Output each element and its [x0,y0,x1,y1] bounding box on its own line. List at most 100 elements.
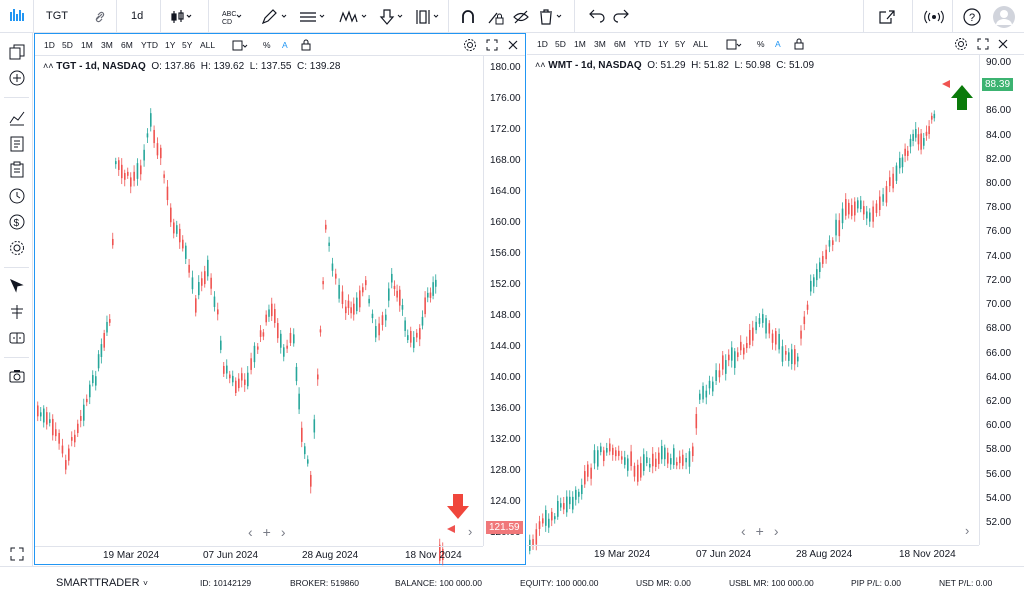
last-price-badge: 88.39 [982,78,1014,91]
templates-icon[interactable] [8,135,26,153]
timeframe-all[interactable]: ALL [693,39,709,49]
indicators-icon[interactable] [8,109,26,127]
scroll-to-realtime-icon[interactable]: › [965,523,970,538]
symbol-search[interactable]: TGT [46,10,68,22]
fullscreen-icon[interactable] [8,545,26,563]
scroll-left-icon[interactable]: ‹ [741,523,756,539]
scroll-left-icon[interactable]: ‹ [248,524,263,540]
chart-pane-tgt[interactable]: 1D 5D 1M 3M 6M YTD 1Y 5Y ALL % A ˄˄ TGT … [34,33,526,566]
add-icon[interactable] [8,69,26,87]
timeframe-5y[interactable]: 5Y [182,40,193,50]
price-axis[interactable]: 180.00 176.00 172.00 168.00 164.00 160.00 156.… [483,56,525,546]
scroll-right-icon[interactable]: › [773,523,789,539]
percent-scale-toggle[interactable]: % [263,40,271,50]
chart-navigation[interactable]: ‹+› [741,523,789,539]
price-tick-label: 72.00 [986,274,1012,286]
magnet-icon[interactable] [460,7,476,27]
compare-icon[interactable] [8,329,26,347]
hide-drawings-icon[interactable] [512,7,530,27]
date-axis[interactable]: 19 Mar 2024 07 Jun 2024 28 Aug 2024 18 Nov … [35,546,483,564]
legend-symbol: WMT - 1d, NASDAQ [548,60,642,71]
lock-drawings-icon[interactable] [486,7,504,27]
share-icon[interactable] [878,7,896,27]
account-brand[interactable]: SMARTTRADER [56,577,140,589]
help-icon[interactable]: ? [962,7,982,27]
lock-scale-icon[interactable] [793,38,805,50]
timeframe-3m[interactable]: 3M [101,40,113,50]
chart-settings-icon[interactable] [463,38,477,52]
timeframe-1y[interactable]: 1Y [165,40,176,50]
interval-selector[interactable]: 1d [131,10,144,22]
price-tick-label: 124.00 [490,496,521,507]
price-marker-icon [942,80,950,88]
maximize-icon[interactable] [976,37,990,51]
auto-scale-toggle[interactable]: A [282,40,288,50]
calendar-range-icon[interactable] [232,39,248,51]
arrow-down-tool-icon[interactable] [378,7,406,27]
trash-icon[interactable] [537,7,565,27]
timeframe-3m[interactable]: 3M [594,39,606,49]
calendar-range-icon[interactable] [726,38,742,50]
account-field: PIP P/L: 0.00 [851,578,901,588]
text-tool-icon[interactable]: ABC CD [220,7,244,27]
gear-icon[interactable] [8,239,26,257]
close-icon[interactable] [996,37,1010,51]
camera-icon[interactable] [8,367,26,385]
candlestick-series-tgt[interactable] [35,56,483,566]
price-tick-label: 148.00 [490,310,521,321]
ruler-tool-icon[interactable] [414,7,442,27]
zoom-in-icon[interactable]: + [755,523,774,539]
candles-chart-type-icon[interactable] [170,7,194,27]
link-icon[interactable] [93,7,107,27]
app-logo-icon[interactable] [0,0,33,33]
timeframe-ytd[interactable]: YTD [634,39,651,49]
timeframe-1m[interactable]: 1M [574,39,586,49]
timeframe-all[interactable]: ALL [200,40,216,50]
timeframe-5y[interactable]: 5Y [675,39,686,49]
collapse-legend-icon[interactable]: ˄˄ [535,60,546,70]
scroll-right-icon[interactable]: › [280,524,296,540]
timeframe-6m[interactable]: 6M [121,40,133,50]
percent-scale-toggle[interactable]: % [757,39,765,49]
timeframe-1d[interactable]: 1D [44,40,55,50]
scroll-to-realtime-icon[interactable]: › [468,524,473,539]
clock-icon[interactable] [8,187,26,205]
patterns-tool-icon[interactable] [338,7,370,27]
legend-low: L: 50.98 [734,60,771,71]
timeframe-5d[interactable]: 5D [555,39,566,49]
redo-icon[interactable] [612,7,630,27]
dollar-icon[interactable]: $ [8,213,26,231]
chart-settings-icon[interactable] [954,37,968,51]
chart-navigation[interactable]: ‹+› [248,524,296,540]
timeframe-6m[interactable]: 6M [614,39,626,49]
timeframe-1y[interactable]: 1Y [658,39,669,49]
auto-scale-toggle[interactable]: A [775,39,781,49]
zoom-in-icon[interactable]: + [262,524,281,540]
lines-tool-icon[interactable] [298,7,328,27]
maximize-icon[interactable] [485,38,499,52]
lock-scale-icon[interactable] [300,39,312,51]
date-axis[interactable]: 19 Mar 2024 07 Jun 2024 28 Aug 2024 18 Nov … [527,545,979,563]
undo-icon[interactable] [588,7,606,27]
user-avatar-icon[interactable] [992,5,1016,29]
close-icon[interactable] [506,38,520,52]
timeframe-1d[interactable]: 1D [537,39,548,49]
clipboard-icon[interactable] [8,161,26,179]
account-menu-icon[interactable]: ˅ [143,578,148,588]
pen-tool-icon[interactable] [259,7,289,27]
candlestick-series-wmt[interactable] [527,55,979,555]
legend-close: C: 51.09 [776,60,815,71]
timeframe-ytd[interactable]: YTD [141,40,158,50]
collapse-legend-icon[interactable]: ˄˄ [43,61,54,71]
timeframe-1m[interactable]: 1M [81,40,93,50]
left-toolbar: $ [0,33,33,596]
crosshair-tool-icon[interactable] [8,303,26,321]
price-tick-label: 144.00 [490,341,521,352]
copy-layout-icon[interactable] [8,43,26,61]
timeframe-5d[interactable]: 5D [62,40,73,50]
cursor-icon[interactable] [8,277,26,295]
price-axis[interactable]: 90.0088.0086.0084.0082.0080.0078.0076.00… [979,55,1021,545]
date-tick-label: 07 Jun 2024 [696,549,752,560]
broadcast-icon[interactable] [924,7,944,27]
chart-pane-wmt[interactable]: 1D 5D 1M 3M 6M YTD 1Y 5Y ALL % A ˄˄ WMT … [527,33,1024,565]
